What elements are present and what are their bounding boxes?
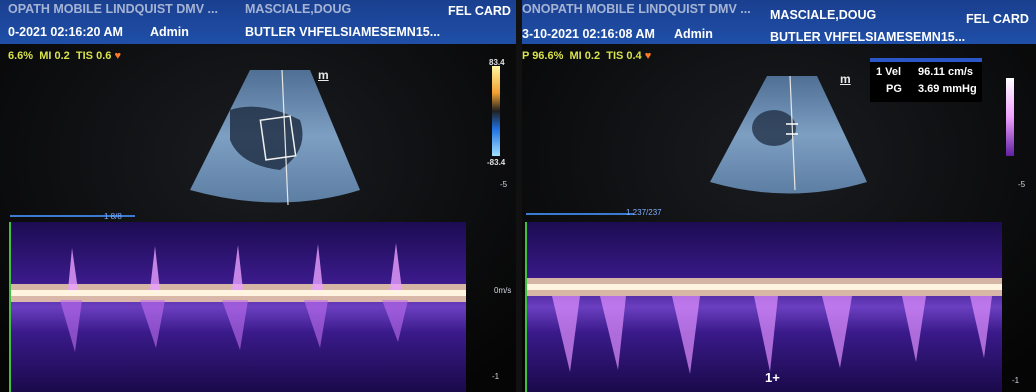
sample-box <box>259 115 297 161</box>
power-value: P 96.6% <box>522 50 564 62</box>
baseline-label: 0m/s <box>494 286 512 295</box>
patient-header-right: ONOPATH MOBILE LINDQUIST DMV ... MASCIAL… <box>522 0 1036 44</box>
color-scale-bottom: -83.4 <box>487 158 506 167</box>
tis-value: TIS 0.6 <box>75 50 112 62</box>
m-marker: m <box>840 72 851 86</box>
velocity-cursor: 1+ <box>765 370 780 385</box>
sweep-label: 1 8/8 <box>104 212 122 221</box>
m-marker: m <box>318 68 329 82</box>
ultrasound-display-right <box>522 0 1036 392</box>
clinic-name: ONOPATH MOBILE LINDQUIST DMV ... <box>522 2 751 16</box>
color-scale-bar <box>492 66 500 156</box>
cursor-line <box>789 75 796 191</box>
tick-label: -1 <box>492 372 500 381</box>
photo-divider <box>516 0 522 392</box>
heart-icon: ♥ <box>114 50 121 62</box>
measurement-box: 1 Vel 96.11 cm/s PG 3.69 mmHg <box>870 58 982 102</box>
sweep-label: 1 237/237 <box>626 208 662 217</box>
mi-value: MI 0.2 <box>39 50 70 62</box>
study-type: FEL CARD <box>448 4 511 18</box>
acoustic-info: 6.6% MI 0.2 TIS 0.6 ♥ <box>8 50 121 62</box>
tis-value: TIS 0.4 <box>606 50 642 62</box>
color-scale-top: 83.4 <box>489 58 505 67</box>
patient-name: BUTLER VHFELSIAMESEMN15... <box>245 25 441 39</box>
pressure-gradient-label: PG <box>886 83 902 95</box>
exam-datetime: 0-2021 02:16:20 AM <box>8 25 123 39</box>
operator: Admin <box>150 25 189 39</box>
color-scale-bar <box>1006 78 1014 156</box>
owner-name: MASCIALE,DOUG <box>245 2 352 16</box>
ultrasound-photo-left: OPATH MOBILE LINDQUIST DMV ... MASCIALE,… <box>0 0 516 392</box>
pressure-gradient-value: 3.69 mmHg <box>918 83 977 95</box>
tick-label: -1 <box>1012 376 1020 385</box>
tick-label: -5 <box>500 180 508 189</box>
acoustic-info: P 96.6% MI 0.2 TIS 0.4 ♥ <box>522 50 651 62</box>
patient-header-left: OPATH MOBILE LINDQUIST DMV ... MASCIALE,… <box>0 0 516 44</box>
clinic-name: OPATH MOBILE LINDQUIST DMV ... <box>8 2 218 16</box>
heart-icon: ♥ <box>644 50 652 62</box>
mi-value: MI 0.2 <box>569 50 601 62</box>
patient-name: BUTLER VHFELSIAMESEMN15... <box>770 30 966 44</box>
cursor-line <box>281 69 289 206</box>
ultrasound-photo-right: ONOPATH MOBILE LINDQUIST DMV ... MASCIAL… <box>522 0 1036 392</box>
power-value: 6.6% <box>8 50 34 62</box>
velocity-value: 96.11 cm/s <box>918 66 974 78</box>
ultrasound-display-left <box>0 0 516 392</box>
owner-name: MASCIALE,DOUG <box>770 8 877 22</box>
exam-datetime: 3-10-2021 02:16:08 AM <box>522 27 655 41</box>
velocity-label: 1 Vel <box>876 66 902 78</box>
study-type: FEL CARD <box>966 12 1029 26</box>
operator: Admin <box>674 27 713 41</box>
tick-label: -5 <box>1018 180 1026 189</box>
